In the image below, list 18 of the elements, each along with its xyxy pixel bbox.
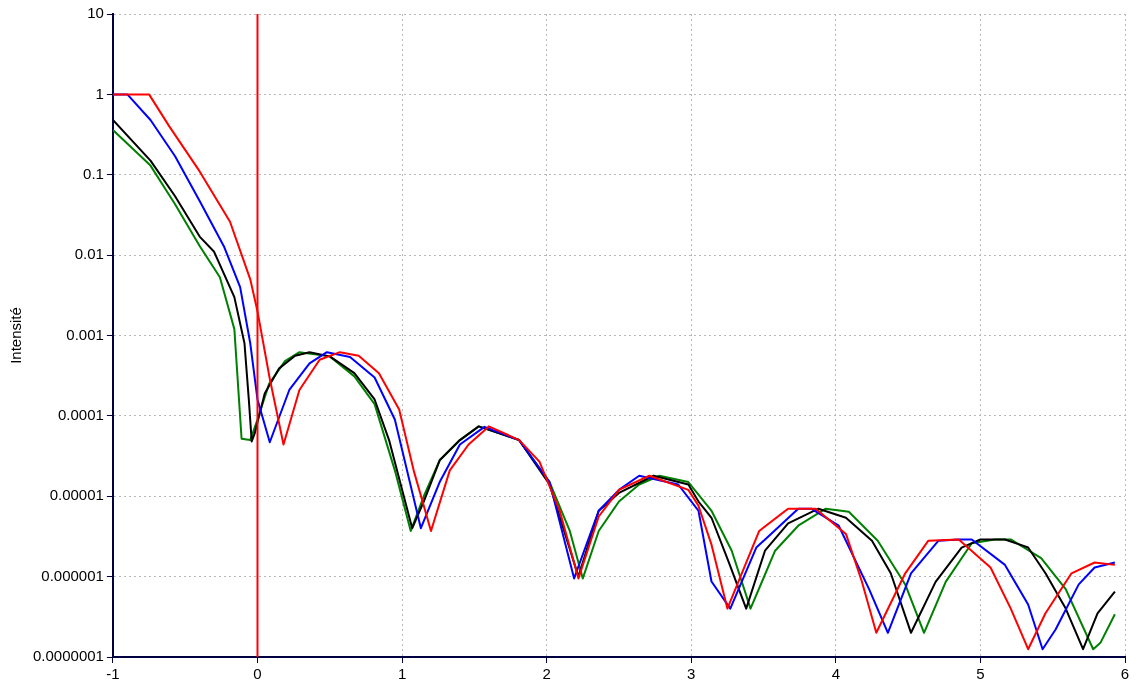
- y-tick-label: 0.01: [74, 245, 104, 263]
- y-tick-label: 0.001: [66, 325, 104, 343]
- y-tick-label: 0.0001: [58, 406, 104, 424]
- y-tick-label: 10: [87, 4, 104, 22]
- y-axis-title: Intensité: [7, 307, 25, 364]
- x-tick-label: 0: [253, 665, 262, 683]
- x-tick-label: 2: [542, 665, 551, 683]
- y-tick-label: 0.00001: [49, 486, 104, 504]
- y-tick-label: 0.1: [83, 164, 104, 182]
- y-tick-label: 0.0000001: [33, 647, 104, 665]
- x-tick-label: 5: [976, 665, 985, 683]
- x-tick-label: 3: [687, 665, 696, 683]
- y-tick-label: 1: [95, 84, 104, 102]
- x-tick-label: -1: [106, 665, 120, 683]
- x-tick-label: 4: [831, 665, 840, 683]
- x-tick-label: 6: [1120, 665, 1130, 683]
- y-tick-label: 0.000001: [41, 566, 104, 584]
- x-tick-label: 1: [397, 665, 407, 683]
